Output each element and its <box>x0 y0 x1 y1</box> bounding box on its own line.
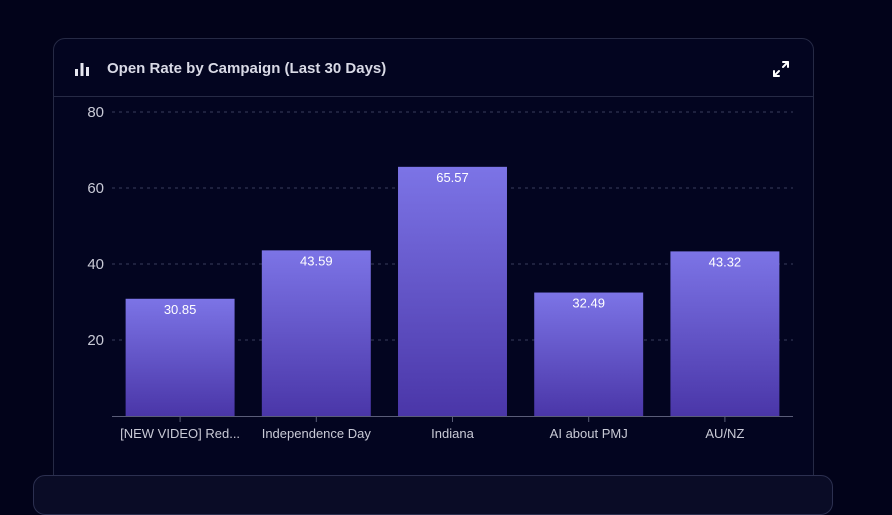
card-header: Open Rate by Campaign (Last 30 Days) <box>54 39 813 97</box>
chart-card: Open Rate by Campaign (Last 30 Days) <box>53 38 814 508</box>
expand-icon[interactable] <box>771 59 791 79</box>
chart-title: Open Rate by Campaign (Last 30 Days) <box>107 60 387 77</box>
next-card <box>33 475 833 515</box>
bar-chart-icon <box>75 63 89 76</box>
